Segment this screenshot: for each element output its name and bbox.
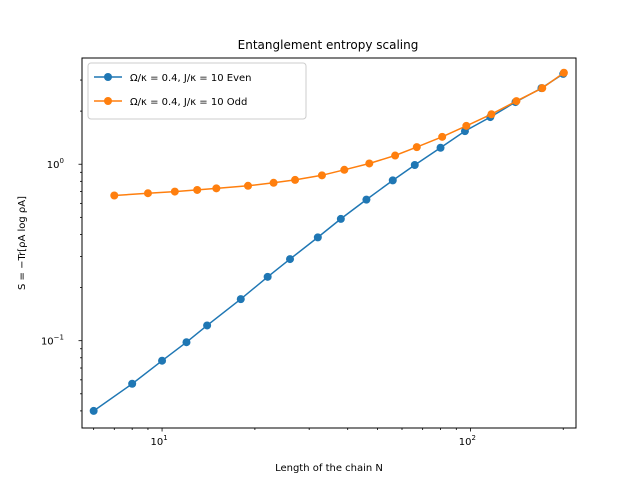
data-point [438,132,447,141]
data-point [143,189,152,198]
y-tick-exponent: 0 [60,157,64,165]
legend: Ω/κ = 0.4, J/κ = 10 Even Ω/κ = 0.4, J/κ =… [87,62,307,120]
axes-frame [81,57,577,429]
data-point [203,321,212,330]
data-point [158,356,167,365]
data-point [89,406,98,415]
data-point [436,143,445,152]
data-point [286,255,295,264]
y-tick-exponent: −1 [54,334,64,342]
data-point [412,143,421,152]
y-axis-label: S = −Tr[ρA log ρA] [17,196,28,290]
legend-entry-label: Ω/κ = 0.4, J/κ = 10 Odd [130,97,247,108]
data-point [244,181,253,190]
data-point [512,97,521,106]
data-point [269,178,278,187]
data-point [340,165,349,174]
data-point [487,110,496,119]
data-point [170,187,179,196]
data-point [110,191,119,200]
data-point [263,272,272,281]
plot-area [81,57,577,429]
data-point [362,195,371,204]
chart-title: Entanglement entropy scaling [238,38,419,52]
data-point [365,159,374,168]
legend-marker [104,97,112,105]
x-axis-label: Length of the chain N [275,463,383,474]
x-tick-exponent: 1 [163,434,167,442]
data-point [538,84,547,93]
legend-box [87,62,307,120]
data-point [391,151,400,160]
data-point [336,214,345,223]
data-point [193,185,202,194]
data-point [182,338,191,347]
data-point [388,176,397,185]
data-point [559,68,568,77]
x-tick-exponent: 2 [472,434,476,442]
data-point [317,171,326,180]
data-point [212,184,221,193]
data-point [462,121,471,130]
data-point [313,233,322,242]
data-point [410,161,419,170]
data-point [291,175,300,184]
series-layer [89,68,568,415]
legend-entry-label: Ω/κ = 0.4, J/κ = 10 Even [130,73,251,84]
legend-marker [104,73,112,81]
data-point [128,379,137,388]
data-point [236,295,245,304]
